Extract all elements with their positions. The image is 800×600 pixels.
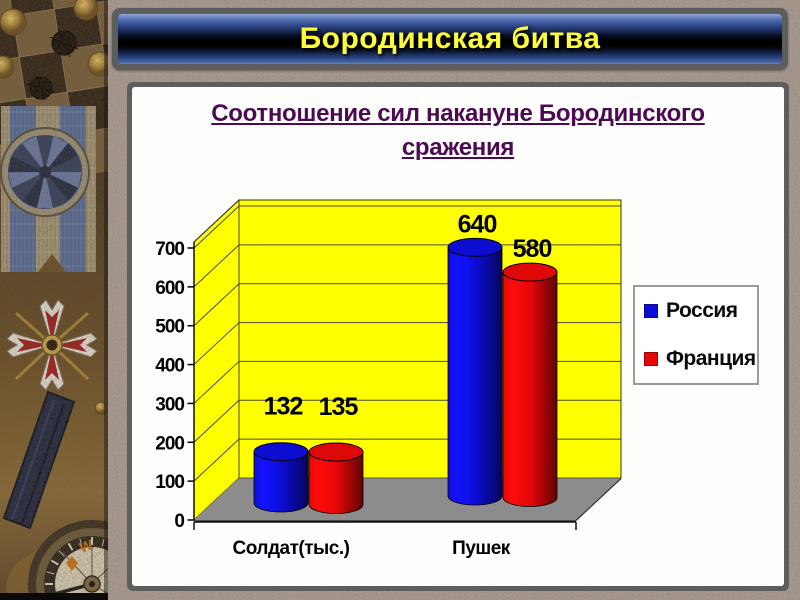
svg-text:Пушек: Пушек [452, 538, 511, 559]
legend-item-france: Франция [644, 347, 757, 371]
strip-bottom-edge [0, 593, 108, 600]
svg-text:700: 700 [155, 239, 184, 260]
military-photo-strip: W [0, 0, 108, 600]
chart-panel: Соотношение сил накануне Бородинского ср… [132, 87, 784, 586]
legend-swatch-france [644, 352, 658, 366]
svg-text:580: 580 [513, 235, 552, 263]
legend-item-russia: Россия [644, 299, 757, 323]
strip-edge-shadow [104, 0, 108, 600]
slide-title: Бородинская битва [299, 22, 601, 55]
svg-text:600: 600 [155, 278, 184, 299]
svg-text:0: 0 [174, 511, 184, 532]
svg-text:500: 500 [155, 317, 184, 338]
slide-title-bar: Бородинская битва [118, 14, 782, 64]
chart-title: Соотношение сил накануне Бородинского ср… [211, 100, 705, 161]
svg-text:100: 100 [155, 472, 184, 493]
svg-text:Солдат(тыс.): Солдат(тыс.) [233, 538, 350, 559]
svg-text:200: 200 [155, 433, 184, 454]
slide-title-bar-frame: Бородинская битва [112, 8, 788, 70]
cylinder-bar-chart: 0 100 200 300 400 500 600 700 132 135 Солдат(тыс.)… [155, 198, 622, 559]
svg-text:132: 132 [264, 393, 303, 421]
svg-text:400: 400 [155, 356, 184, 377]
chart-panel-frame: Соотношение сил накануне Бородинского ср… [127, 82, 789, 591]
legend-label-france: Франция [666, 347, 756, 370]
svg-text:135: 135 [319, 393, 359, 421]
chart-legend: Россия Франция [633, 285, 759, 385]
legend-swatch-russia [644, 304, 658, 318]
legend-label-russia: Россия [666, 299, 738, 322]
svg-text:300: 300 [155, 394, 184, 415]
svg-text:640: 640 [458, 210, 497, 238]
